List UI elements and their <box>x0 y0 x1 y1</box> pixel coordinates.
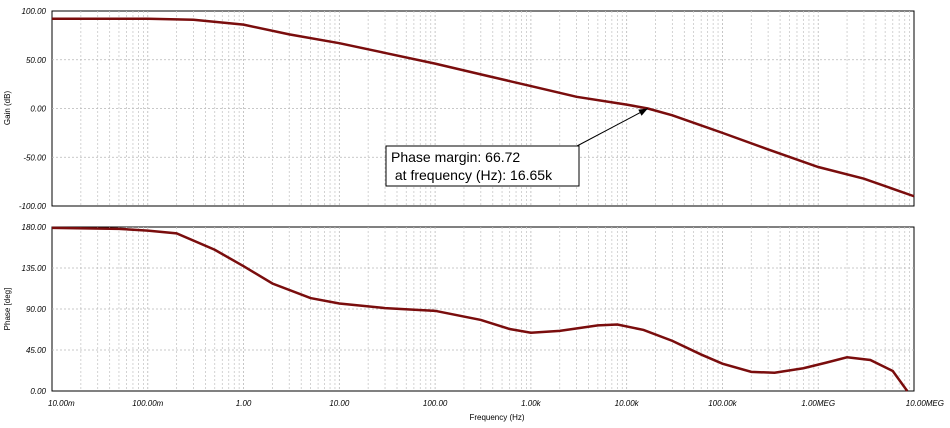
y-tick-label: 45.00 <box>26 346 47 355</box>
annotation-box <box>385 145 580 187</box>
phase-series-line <box>51 226 909 392</box>
x-tick-label: 100.00 <box>423 399 448 408</box>
gain-y-axis-label: Gain (dB) <box>3 91 12 126</box>
gain-grid <box>52 11 914 206</box>
phase-y-ticks: 180.00 135.00 90.00 45.00 0.00 <box>22 223 47 396</box>
x-tick-label: 1.00k <box>521 399 542 408</box>
x-tick-label: 1.00 <box>236 399 252 408</box>
gain-series-line <box>52 17 915 198</box>
annotation-line-2: at frequency (Hz): 16.65k <box>391 167 553 183</box>
x-ticks: 10.00m 100.00m 1.00 10.00 100.00 1.00k 10.00k 1… <box>48 399 944 408</box>
x-tick-label: 1.00MEG <box>801 399 835 408</box>
gain-y-ticks: 100.00 50.00 0.00 -50.00 -100.00 <box>19 7 47 211</box>
x-tick-label: 100.00k <box>708 399 737 408</box>
y-tick-label: 0.00 <box>30 387 46 396</box>
phase-panel: 180.00 135.00 90.00 45.00 0.00 10.00m 100.00m… <box>3 223 944 422</box>
y-tick-label: -100.00 <box>19 202 47 211</box>
y-tick-label: -50.00 <box>23 153 46 162</box>
y-tick-label: 135.00 <box>22 264 47 273</box>
annotation-line-1: Phase margin: 66.72 <box>391 149 520 165</box>
x-tick-label: 10.00MEG <box>906 399 944 408</box>
y-tick-label: 100.00 <box>22 7 47 16</box>
x-axis-label: Frequency (Hz) <box>469 413 524 422</box>
y-tick-label: 90.00 <box>26 305 47 314</box>
phase-margin-annotation: Phase margin: 66.72 at frequency (Hz): 1… <box>385 108 649 187</box>
phase-plot-area <box>51 226 915 392</box>
y-tick-label: 0.00 <box>30 105 46 114</box>
x-tick-label: 10.00m <box>48 399 75 408</box>
y-tick-label: 50.00 <box>26 56 47 65</box>
annotation-leader-line <box>576 108 649 147</box>
x-tick-label: 10.00 <box>329 399 350 408</box>
x-tick-label: 10.00k <box>615 399 640 408</box>
phase-y-axis-label: Phase [deg] <box>3 288 12 331</box>
annotation-arrowhead <box>638 108 648 116</box>
y-tick-label: 180.00 <box>22 223 47 232</box>
x-tick-label: 100.00m <box>132 399 163 408</box>
phase-grid <box>52 227 914 391</box>
